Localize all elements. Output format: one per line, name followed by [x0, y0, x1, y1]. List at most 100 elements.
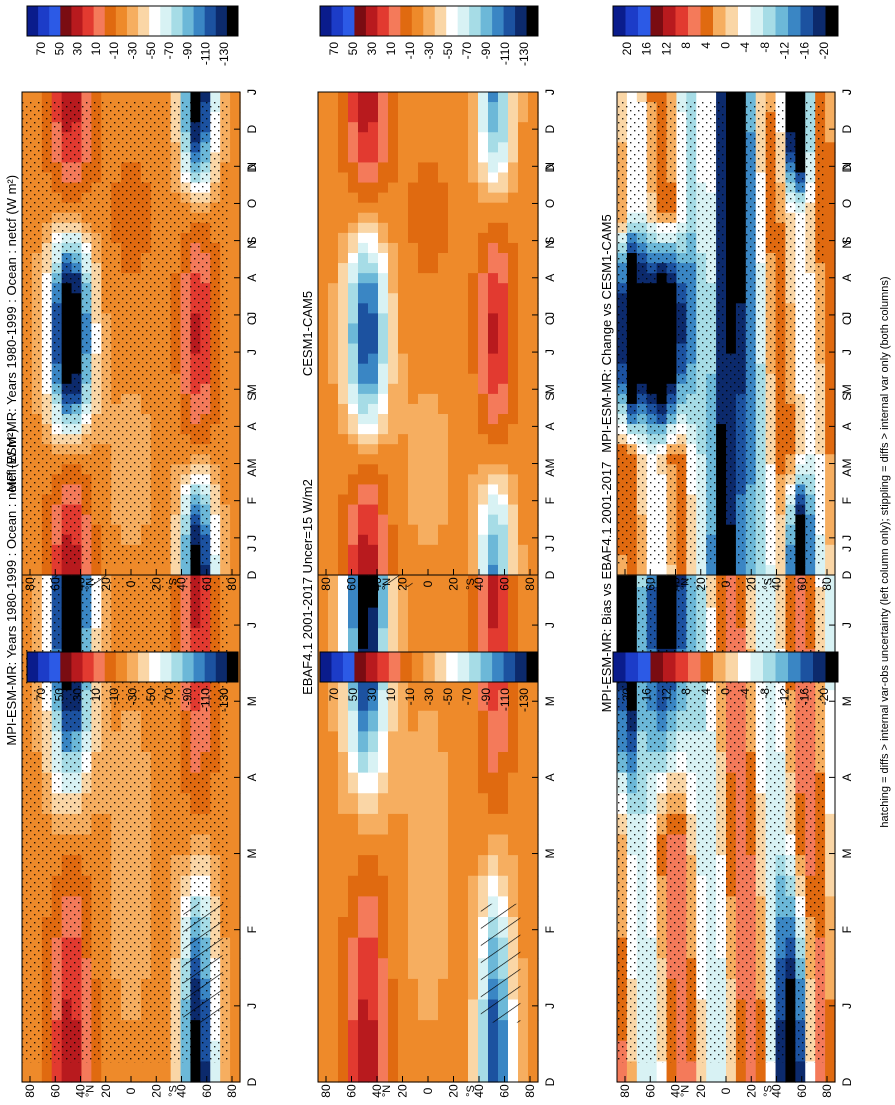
heatmap-cell: [358, 434, 369, 445]
heatmap-cell: [468, 999, 479, 1021]
heatmap-cell: [388, 504, 399, 516]
heatmap-cell: [508, 855, 519, 877]
heatmap-cell: [478, 444, 489, 455]
heatmap-cell: [458, 917, 469, 939]
heatmap-cell: [448, 474, 459, 486]
heatmap-cell: [348, 363, 359, 375]
month-label: N: [543, 240, 557, 249]
heatmap-cell: [438, 444, 449, 455]
heatmap-cell: [348, 474, 359, 486]
heatmap-cell: [458, 504, 469, 516]
lat-label: 20: [396, 577, 410, 591]
month-label: O: [543, 316, 557, 325]
heatmap-cell: [368, 122, 379, 133]
heatmap-cell: [408, 202, 419, 214]
heatmap-cell: [518, 202, 529, 214]
heatmap-cell: [378, 112, 389, 123]
heatmap-cell: [358, 917, 369, 939]
colorbar-tick-label: -10: [403, 42, 417, 60]
lat-label: 40: [175, 1084, 189, 1098]
heatmap-cell: [358, 92, 369, 103]
heatmap-cell: [498, 353, 509, 365]
heatmap-cell: [498, 263, 509, 274]
heatmap-cell: [31, 1061, 43, 1083]
heatmap-cell: [398, 534, 409, 546]
heatmap-cell: [368, 212, 379, 224]
heatmap-cell: [448, 353, 459, 365]
heatmap-cell: [190, 1061, 201, 1083]
colorbar-swatch: [492, 6, 504, 36]
heatmap-cell: [408, 172, 419, 184]
heatmap-cell: [458, 444, 469, 455]
heatmap-cell: [348, 813, 359, 836]
heatmap-cell: [398, 403, 409, 415]
colorbar-tick-label: 50: [346, 688, 360, 702]
heatmap-cell: [508, 343, 519, 355]
heatmap-cell: [438, 752, 449, 774]
heatmap-cell: [498, 454, 509, 465]
heatmap-cell: [508, 772, 519, 794]
heatmap-cell: [478, 855, 489, 877]
heatmap-cell: [458, 172, 469, 184]
colorbar-swatch: [400, 6, 413, 36]
lat-label: 80: [23, 1084, 37, 1098]
colorbar-swatch: [38, 652, 50, 682]
heatmap-cell: [528, 373, 539, 385]
heatmap-cell: [448, 1040, 459, 1062]
heatmap-cell: [358, 464, 369, 475]
heatmap-cell: [468, 772, 479, 794]
heatmap-cell: [458, 855, 469, 877]
heatmap-cell: [508, 182, 519, 194]
heatmap-cell: [458, 834, 469, 856]
heatmap-cell: [458, 182, 469, 194]
heatmap-cell: [398, 152, 409, 164]
heatmap-cell: [368, 293, 379, 304]
heatmap-cell: [428, 554, 439, 566]
month-label: F: [245, 497, 259, 504]
heatmap-cell: [398, 731, 409, 753]
heatmap-cell: [458, 772, 469, 794]
heatmap-cell: [418, 566, 429, 588]
heatmap-cell: [498, 1061, 509, 1083]
heatmap-cell: [318, 323, 329, 335]
heatmap-cell: [518, 253, 529, 264]
lat-label: 40: [472, 577, 486, 591]
heatmap-cell: [478, 323, 489, 335]
heatmap-cell: [318, 978, 329, 1001]
heatmap-cell: [408, 875, 419, 897]
heatmap-cell: [338, 313, 349, 325]
heatmap-cell: [438, 112, 449, 123]
heatmap-cell: [488, 383, 499, 395]
colorbar-tick-label: 50: [52, 42, 66, 56]
heatmap-cell: [368, 494, 379, 506]
heatmap-cell: [528, 587, 539, 609]
heatmap-cell: [448, 363, 459, 375]
heatmap-cell: [408, 192, 419, 204]
heatmap-cell: [398, 855, 409, 877]
heatmap-cell: [318, 917, 329, 939]
heatmap-cell: [488, 564, 499, 576]
heatmap-cell: [438, 484, 449, 496]
heatmap-cell: [368, 253, 379, 264]
heatmap-cell: [338, 524, 349, 536]
heatmap-cell: [318, 122, 329, 133]
heatmap-cell: [428, 710, 439, 732]
month-label: M: [245, 384, 259, 394]
heatmap-cell: [468, 253, 479, 264]
month-label: A: [543, 274, 557, 282]
heatmap-cell: [348, 253, 359, 264]
heatmap-cell: [318, 793, 329, 815]
heatmap-cell: [458, 222, 469, 234]
heatmap-cell: [468, 202, 479, 214]
lat-label: 40: [175, 577, 189, 591]
heatmap-cell: [408, 587, 419, 609]
heatmap-cell: [318, 772, 329, 794]
heatmap-cell: [348, 303, 359, 314]
heatmap-cell: [438, 343, 449, 355]
heatmap-cell: [438, 494, 449, 506]
heatmap-cell: [438, 192, 449, 204]
heatmap-cell: [508, 875, 519, 897]
heatmap-cell: [508, 373, 519, 385]
heatmap-cell: [368, 363, 379, 375]
heatmap-cell: [498, 403, 509, 415]
